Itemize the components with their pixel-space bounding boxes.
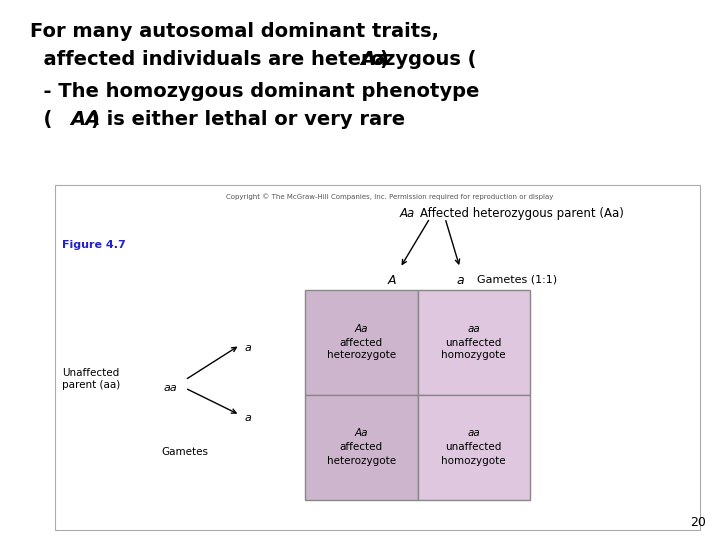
Text: homozygote: homozygote xyxy=(441,350,506,361)
Text: Gametes (1:1): Gametes (1:1) xyxy=(477,274,557,284)
Text: ): ) xyxy=(379,50,388,69)
Text: Copyright © The McGraw-Hill Companies, Inc. Permission required for reproduction: Copyright © The McGraw-Hill Companies, I… xyxy=(226,193,554,200)
Text: aa: aa xyxy=(467,429,480,438)
Text: Figure 4.7: Figure 4.7 xyxy=(62,240,126,250)
Bar xyxy=(418,395,530,500)
Text: aa: aa xyxy=(163,383,177,393)
Text: For many autosomal dominant traits,: For many autosomal dominant traits, xyxy=(30,22,439,41)
Text: ) is either lethal or very rare: ) is either lethal or very rare xyxy=(91,110,405,129)
Text: (: ( xyxy=(30,110,53,129)
Text: AA: AA xyxy=(70,110,100,129)
Text: Aa: Aa xyxy=(354,429,368,438)
Text: a: a xyxy=(245,343,251,353)
Text: Gametes: Gametes xyxy=(161,447,209,457)
Text: a: a xyxy=(245,413,251,423)
Text: aa: aa xyxy=(467,323,480,334)
Text: Aa: Aa xyxy=(360,50,388,69)
Text: a: a xyxy=(456,274,464,287)
Text: A: A xyxy=(388,274,396,287)
Text: Aa: Aa xyxy=(354,323,368,334)
Bar xyxy=(55,185,700,530)
Text: unaffected: unaffected xyxy=(446,442,502,453)
Text: heterozygote: heterozygote xyxy=(327,456,396,465)
Text: unaffected: unaffected xyxy=(446,338,502,348)
Text: parent (aa): parent (aa) xyxy=(62,380,120,390)
Text: - The homozygous dominant phenotype: - The homozygous dominant phenotype xyxy=(30,82,480,101)
Text: homozygote: homozygote xyxy=(441,456,506,465)
Text: heterozygote: heterozygote xyxy=(327,350,396,361)
Text: Affected heterozygous parent (Aa): Affected heterozygous parent (Aa) xyxy=(420,207,624,220)
Text: affected individuals are heterozygous (: affected individuals are heterozygous ( xyxy=(30,50,477,69)
Bar xyxy=(418,290,530,395)
Text: Unaffected: Unaffected xyxy=(62,368,120,378)
Bar xyxy=(305,395,418,500)
Text: affected: affected xyxy=(340,338,383,348)
Bar xyxy=(305,290,418,395)
Text: affected: affected xyxy=(340,442,383,453)
Text: 20: 20 xyxy=(690,516,706,529)
Text: Aa: Aa xyxy=(400,207,415,220)
